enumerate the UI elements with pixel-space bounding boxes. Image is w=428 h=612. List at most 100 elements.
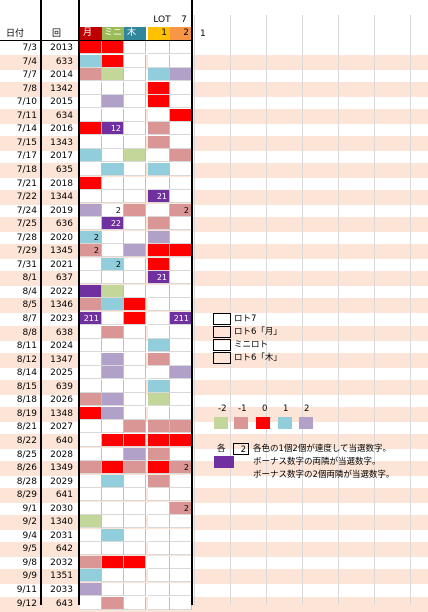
cell-moku[interactable] <box>124 583 146 596</box>
cell-mini[interactable] <box>102 325 124 339</box>
cell-moku[interactable] <box>124 135 146 149</box>
cell-moku[interactable] <box>124 176 146 190</box>
cell-mini[interactable] <box>102 81 124 95</box>
cell-tsuki[interactable] <box>80 298 102 312</box>
cell-lot[interactable]: 21 <box>148 271 170 285</box>
row-draw-number[interactable]: 1351 <box>50 571 73 582</box>
cell-lot[interactable] <box>148 366 170 380</box>
cell-mini[interactable] <box>102 488 124 502</box>
cell-moku[interactable] <box>124 488 146 502</box>
cell-moku[interactable] <box>124 244 146 258</box>
cell-mini[interactable] <box>102 433 124 447</box>
row-draw-number[interactable]: 2023 <box>50 314 73 324</box>
cell-moku[interactable] <box>124 68 146 82</box>
row-date[interactable]: 8/15 <box>16 381 37 392</box>
cell-tsuki[interactable] <box>80 515 102 529</box>
row-draw-number[interactable]: 2020 <box>50 232 73 243</box>
row-draw-number[interactable]: 633 <box>55 56 73 67</box>
row-draw-number[interactable]: 641 <box>55 490 73 501</box>
cell-lot[interactable] <box>148 108 170 122</box>
cell-tsuki[interactable] <box>80 135 102 149</box>
cell-lot[interactable] <box>148 54 170 68</box>
cell-lot[interactable] <box>148 596 170 610</box>
cell-tsuki[interactable] <box>80 162 102 176</box>
cell-lot[interactable] <box>148 203 170 217</box>
row-draw-number[interactable]: 1347 <box>50 354 73 365</box>
cell-lot[interactable] <box>148 95 170 109</box>
row-date[interactable]: 8/28 <box>16 476 37 487</box>
cell-moku[interactable] <box>124 54 146 68</box>
row-date[interactable]: 8/29 <box>16 490 37 501</box>
cell-moku[interactable] <box>124 555 146 569</box>
row-draw-number[interactable]: 639 <box>55 381 73 392</box>
cell-seven[interactable] <box>170 244 192 258</box>
cell-lot[interactable] <box>148 501 170 515</box>
cell-moku[interactable] <box>124 501 146 515</box>
row-draw-number[interactable]: 2028 <box>50 449 73 460</box>
cell-moku[interactable] <box>124 298 146 312</box>
cell-moku[interactable] <box>124 271 146 285</box>
cell-tsuki[interactable] <box>80 393 102 407</box>
cell-tsuki[interactable] <box>80 203 102 217</box>
row-date[interactable]: 7/25 <box>16 219 37 230</box>
cell-mini[interactable] <box>102 555 124 569</box>
cell-moku[interactable] <box>124 95 146 109</box>
row-draw-number[interactable]: 1348 <box>50 408 73 419</box>
cell-lot[interactable] <box>148 257 170 271</box>
cell-lot[interactable] <box>148 41 170 54</box>
row-draw-number[interactable]: 643 <box>55 598 73 609</box>
cell-seven[interactable] <box>170 420 192 434</box>
cell-tsuki[interactable] <box>80 271 102 285</box>
cell-tsuki[interactable] <box>80 95 102 109</box>
cell-mini[interactable] <box>102 366 124 380</box>
row-draw-number[interactable]: 2033 <box>50 585 73 595</box>
cell-seven[interactable] <box>170 41 192 54</box>
row-date[interactable]: 8/1 <box>22 273 37 284</box>
cell-moku[interactable] <box>124 312 146 325</box>
row-date[interactable]: 8/18 <box>16 395 37 406</box>
cell-moku[interactable] <box>124 515 146 529</box>
cell-mini[interactable] <box>102 135 124 149</box>
cell-mini[interactable]: 22 <box>102 217 124 231</box>
cell-mini[interactable] <box>102 379 124 393</box>
cell-mini[interactable] <box>102 284 124 298</box>
cell-seven[interactable]: 2 <box>170 461 192 475</box>
cell-seven[interactable] <box>170 271 192 285</box>
cell-lot[interactable] <box>148 244 170 258</box>
row-draw-number[interactable]: 2027 <box>50 422 73 433</box>
cell-seven[interactable] <box>170 230 192 244</box>
row-draw-number[interactable]: 2032 <box>50 557 73 568</box>
cell-seven[interactable] <box>170 447 192 461</box>
cell-seven[interactable] <box>170 162 192 176</box>
cell-tsuki[interactable] <box>80 474 102 488</box>
cell-seven[interactable] <box>170 379 192 393</box>
row-date[interactable]: 7/24 <box>16 205 37 216</box>
cell-mini[interactable] <box>102 406 124 420</box>
row-draw-number[interactable]: 636 <box>55 219 73 230</box>
cell-seven[interactable] <box>170 298 192 312</box>
cell-moku[interactable] <box>124 122 146 136</box>
cell-mini[interactable] <box>102 176 124 190</box>
cell-lot[interactable] <box>148 569 170 583</box>
cell-seven[interactable]: 2 <box>170 203 192 217</box>
cell-seven[interactable] <box>170 135 192 149</box>
cell-lot[interactable] <box>148 420 170 434</box>
cell-seven[interactable] <box>170 596 192 610</box>
cell-seven[interactable] <box>170 108 192 122</box>
cell-moku[interactable] <box>124 406 146 420</box>
row-date[interactable]: 8/4 <box>22 286 37 297</box>
row-draw-number[interactable]: 2021 <box>50 259 73 270</box>
cell-mini[interactable] <box>102 41 124 54</box>
cell-mini[interactable] <box>102 149 124 163</box>
row-date[interactable]: 9/2 <box>22 517 37 528</box>
row-date[interactable]: 7/10 <box>16 97 37 108</box>
cell-mini[interactable] <box>102 501 124 515</box>
row-draw-number[interactable]: 2030 <box>50 503 73 514</box>
row-date[interactable]: 9/5 <box>22 544 37 555</box>
cell-mini[interactable] <box>102 54 124 68</box>
cell-seven[interactable] <box>170 217 192 231</box>
row-date[interactable]: 7/15 <box>16 137 37 148</box>
cell-mini[interactable] <box>102 108 124 122</box>
cell-lot[interactable] <box>148 379 170 393</box>
cell-lot[interactable] <box>148 230 170 244</box>
